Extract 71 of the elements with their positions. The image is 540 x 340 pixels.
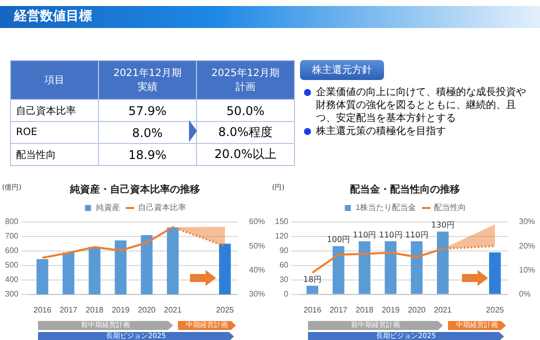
bar [358, 241, 370, 294]
text: 配当性向 [10, 144, 98, 166]
text: 2021年12月期 [112, 66, 183, 80]
data-label: 18円 [303, 274, 322, 284]
y-tick-label: 30 [279, 275, 289, 284]
x-tick-label: 2018 [86, 305, 104, 314]
chart-title: 純資産・自己資本比率の推移 [69, 184, 200, 196]
text: 50.0% [196, 100, 294, 122]
data-label: 110円 [378, 230, 402, 240]
y2-tick-label: 20% [518, 241, 536, 250]
y2-tick-label: 10% [518, 265, 536, 274]
y-tick-label: 90 [279, 246, 289, 256]
y-tick-label: 120 [274, 232, 289, 241]
bar [410, 241, 423, 294]
text: 株主還元策の積極化を目指す [316, 126, 446, 137]
text: 自己資本比率 [10, 100, 98, 122]
y-tick-label: 600 [4, 246, 19, 256]
legend-label: 配当性向 [434, 203, 466, 212]
legend-label: 純資産 [96, 203, 120, 212]
y-tick-label: 150 [274, 217, 289, 226]
x-tick-label: 2021 [434, 305, 452, 314]
text: 株主還元方針 [300, 60, 384, 80]
y2-tick-label: 0% [518, 290, 531, 299]
x-tick-label: 2017 [330, 305, 348, 314]
text: 20.0%以上 [196, 144, 294, 166]
bar [332, 246, 344, 294]
y2-tick-label: 50% [248, 241, 266, 250]
x-tick-label: 2019 [112, 305, 130, 314]
x-tick-label: 2020 [408, 305, 426, 314]
y2-tick-label: 60% [248, 217, 266, 226]
x-tick-label: 2019 [382, 305, 400, 314]
data-label: 110円 [405, 230, 428, 240]
text: 8.0%程度 [196, 122, 294, 144]
y2-tick-label: 30% [248, 290, 266, 299]
y2-tick-label: 30% [518, 217, 536, 226]
text: 18.9% [98, 144, 196, 166]
x-tick-label: 2025 [216, 305, 234, 314]
chart-title: 配当金・配当性向の推移 [350, 184, 460, 196]
text: 57.9% [98, 100, 196, 122]
text: 経営数値目標 [0, 6, 540, 28]
legend-label: 1株当たり配当金 [356, 203, 416, 212]
x-tick-label: 2025 [486, 305, 504, 314]
x-tick-label: 2016 [33, 305, 52, 314]
y-tick-label: 400 [4, 275, 19, 284]
bar [306, 286, 318, 294]
x-tick-label: 2021 [164, 305, 182, 314]
y-tick-label: 300 [4, 290, 19, 299]
y-tick-label: 700 [4, 232, 19, 241]
legend-label: 自己資本比率 [138, 203, 186, 212]
text: 8.0% [98, 122, 196, 144]
x-tick-label: 2020 [138, 305, 156, 314]
text: 2025年12月期 [210, 66, 281, 80]
x-tick-label: 2017 [60, 305, 78, 314]
bar [489, 252, 501, 294]
y-tick-label: 0 [284, 290, 289, 299]
bar [384, 241, 396, 294]
text: ROE [10, 122, 98, 144]
y-tick-label: 60 [279, 260, 289, 270]
y2-tick-label: 40% [248, 265, 266, 274]
bar [436, 232, 449, 294]
data-label: 130円 [431, 220, 454, 230]
y-tick-label: 500 [4, 260, 19, 270]
text: 項目 [10, 60, 98, 100]
y-tick-label: 800 [4, 217, 19, 226]
data-label: 110円 [352, 230, 376, 240]
x-tick-label: 2018 [356, 305, 374, 314]
text: 企業価値の向上に向けて、積極的な成長投資や財務体質の強化を図るとともに、継続的、且つ、安定配当を基本方針とする [316, 87, 526, 124]
text: 実績 [136, 80, 158, 94]
text: 計画 [234, 80, 256, 94]
data-label: 100円 [326, 235, 350, 244]
x-tick-label: 2016 [303, 305, 322, 314]
